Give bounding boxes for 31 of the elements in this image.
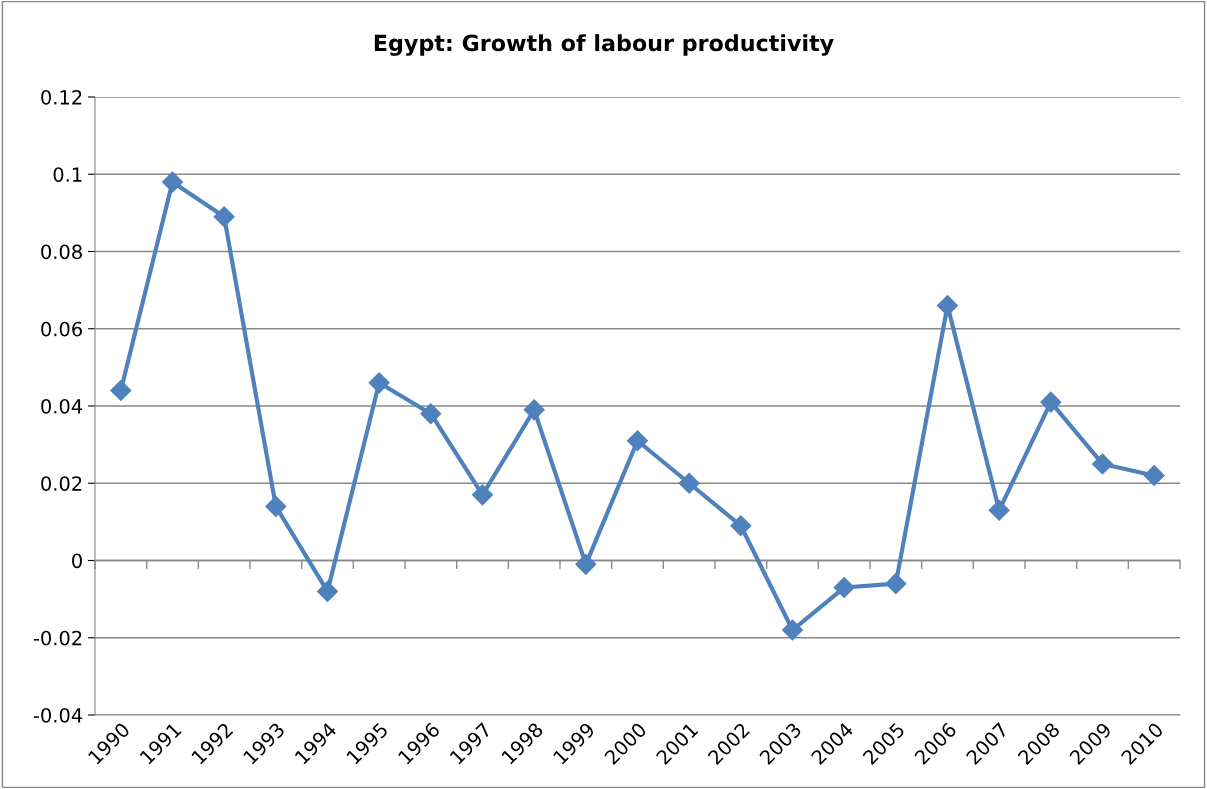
point xyxy=(936,295,959,317)
chart-title: Egypt: Growth of labour productivity xyxy=(374,34,834,56)
point xyxy=(420,403,442,425)
y-tick-label: 0.02 xyxy=(41,476,82,491)
y-tick-label: -0.04 xyxy=(33,707,83,723)
point xyxy=(110,380,132,402)
point xyxy=(368,372,390,394)
y-tick-label: 0.06 xyxy=(41,321,82,337)
point xyxy=(213,206,235,228)
y-tick-label: 0.1 xyxy=(53,167,82,182)
point xyxy=(988,499,1010,521)
point xyxy=(523,399,545,421)
point xyxy=(678,472,700,494)
y-tick-label: 0.08 xyxy=(41,244,82,260)
point xyxy=(781,619,804,641)
point xyxy=(471,484,494,506)
point xyxy=(1040,391,1062,413)
y-tick-label: 0.04 xyxy=(41,398,83,414)
y-tick-label: -0.02 xyxy=(33,630,82,646)
point xyxy=(730,515,752,537)
point xyxy=(265,495,287,517)
point xyxy=(885,573,907,595)
point xyxy=(626,430,649,452)
y-tick-label: 0.12 xyxy=(41,89,82,105)
y-tick-label: 0 xyxy=(72,553,82,569)
point xyxy=(833,577,855,599)
point xyxy=(161,171,184,193)
point xyxy=(575,553,597,575)
point xyxy=(1091,453,1114,475)
point xyxy=(1143,465,1165,487)
point xyxy=(316,580,339,602)
